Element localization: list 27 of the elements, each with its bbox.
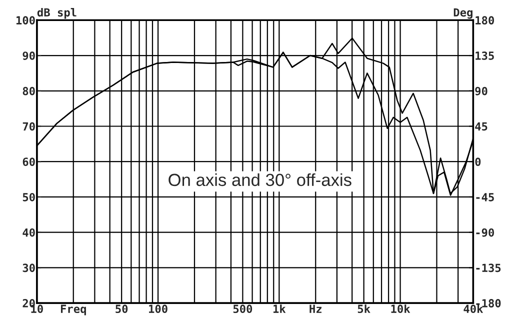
y-tick-label: 40 [22,228,35,237]
x-tick-label: 100 [149,304,168,314]
x-tick-label: 500 [233,304,252,314]
x-tick-label: Freq [60,304,86,316]
y-tick-label: 50 [22,192,35,202]
x-tick-label: Hz [310,304,322,313]
y-tick-label: 30 [22,264,35,272]
y2-tick-label: 45 [475,122,488,131]
y2-tick-label: 90 [475,86,488,96]
y-tick-label: 90 [22,52,35,60]
y2-tick-label: 180 [476,16,494,25]
y2-tick-label: 135 [476,52,494,60]
x-tick-label: 10k [391,304,410,314]
y-tick-label: 100 [16,16,35,25]
x-tick-label: 5k [358,304,370,314]
y2-tick-label: 0 [475,158,481,166]
x-tick-label: 1k [273,304,286,313]
x-tick-label: 50 [116,304,128,314]
y2-axis-title: Deg [454,8,472,19]
y2-tick-label: -45 [476,193,494,202]
y-tick-label: 80 [22,86,35,96]
y2-tick-label: -135 [476,264,501,272]
y-axis-title: dB spl [37,8,76,19]
annotation: On axis and 30° off-axis [168,173,352,186]
y2-tick-label: -90 [476,228,494,237]
y-tick-label: 70 [22,122,35,131]
y-tick-label: 60 [22,158,35,166]
